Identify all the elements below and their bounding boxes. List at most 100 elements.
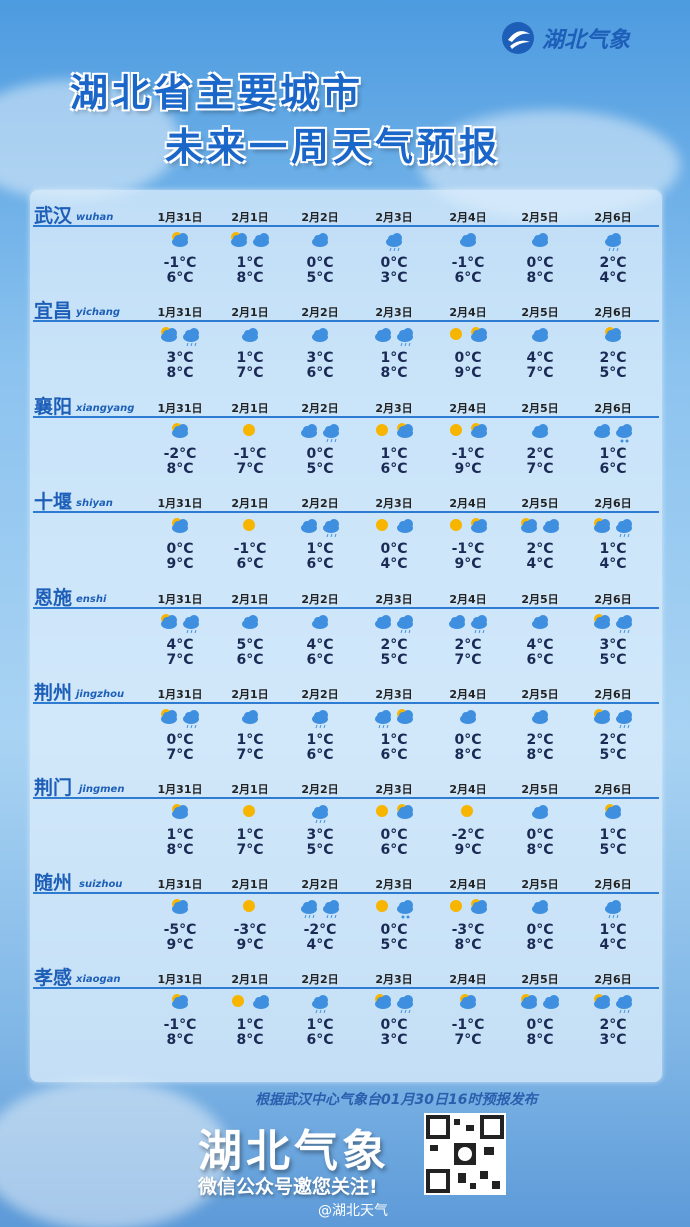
icon-shape bbox=[543, 519, 559, 533]
low-temp: 2°C bbox=[526, 446, 554, 462]
icon-shape bbox=[375, 710, 391, 729]
icon-shape bbox=[450, 900, 462, 912]
icon-shape bbox=[450, 328, 462, 340]
icon-shape bbox=[312, 995, 328, 1014]
high-temp: 6°C bbox=[236, 652, 264, 668]
date: 2月2日 bbox=[301, 402, 339, 415]
icon-shape bbox=[532, 615, 548, 629]
icon-shape bbox=[616, 710, 632, 729]
high-temp: 7°C bbox=[526, 461, 554, 477]
high-temp: 6°C bbox=[166, 270, 194, 286]
date: 2月1日 bbox=[231, 878, 269, 891]
high-temp: 7°C bbox=[236, 365, 264, 381]
icon-shape bbox=[397, 709, 413, 724]
date: 1月31日 bbox=[157, 402, 203, 415]
low-temp: 0°C bbox=[380, 541, 408, 557]
low-temp: 5°C bbox=[236, 637, 264, 653]
city-name: 宜昌 bbox=[34, 300, 73, 322]
date: 2月5日 bbox=[521, 688, 559, 701]
city-name: 恩施 bbox=[34, 587, 73, 609]
low-temp: 2°C bbox=[526, 541, 554, 557]
low-temp: 0°C bbox=[454, 350, 482, 366]
low-temp: -2°C bbox=[451, 827, 485, 843]
low-temp: -1°C bbox=[233, 541, 267, 557]
city-name: 荆州 bbox=[34, 682, 73, 704]
city-name: 荆门 bbox=[34, 777, 73, 799]
high-temp: 5°C bbox=[306, 842, 334, 858]
date: 2月1日 bbox=[231, 688, 269, 701]
icon-shape bbox=[532, 805, 548, 819]
city-pinyin: enshi bbox=[76, 594, 107, 605]
city-name: 孝感 bbox=[34, 967, 73, 989]
date: 1月31日 bbox=[157, 973, 203, 986]
icon-shape bbox=[312, 615, 328, 629]
icon-shape bbox=[376, 805, 388, 817]
divider bbox=[33, 987, 659, 989]
icon-shape bbox=[397, 900, 413, 919]
icon-shape bbox=[450, 519, 462, 531]
icon-shape bbox=[323, 519, 339, 538]
city-name: 武汉 bbox=[34, 205, 73, 227]
low-temp: 4°C bbox=[526, 350, 554, 366]
icon-shape bbox=[243, 900, 255, 912]
icon-shape bbox=[460, 233, 476, 247]
icon-shape bbox=[312, 328, 328, 342]
logo-icon bbox=[502, 22, 534, 54]
high-temp: 6°C bbox=[526, 652, 554, 668]
high-temp: 4°C bbox=[599, 937, 627, 953]
icon-shape bbox=[376, 900, 388, 912]
low-temp: 0°C bbox=[380, 922, 408, 938]
low-temp: 1°C bbox=[599, 446, 627, 462]
low-temp: 2°C bbox=[599, 255, 627, 271]
date: 2月2日 bbox=[301, 593, 339, 606]
icon-shape bbox=[605, 233, 621, 252]
high-temp: 8°C bbox=[526, 747, 554, 763]
date: 2月4日 bbox=[449, 878, 487, 891]
icon-shape bbox=[397, 995, 413, 1014]
icon-shape bbox=[183, 328, 199, 347]
low-temp: 0°C bbox=[380, 255, 408, 271]
icon-shape bbox=[312, 805, 328, 824]
date: 2月6日 bbox=[594, 973, 632, 986]
icon-shape bbox=[253, 233, 269, 247]
icon-shape bbox=[172, 518, 188, 533]
divider bbox=[33, 416, 659, 418]
high-temp: 9°C bbox=[166, 937, 194, 953]
icon-shape bbox=[323, 424, 339, 443]
high-temp: 8°C bbox=[526, 1032, 554, 1048]
date: 1月31日 bbox=[157, 593, 203, 606]
icon-shape bbox=[532, 710, 548, 724]
high-temp: 6°C bbox=[380, 842, 408, 858]
date: 2月4日 bbox=[449, 593, 487, 606]
low-temp: -1°C bbox=[451, 446, 485, 462]
icon-shape bbox=[243, 519, 255, 531]
date: 2月1日 bbox=[231, 211, 269, 224]
high-temp: 5°C bbox=[306, 270, 334, 286]
city-pinyin: jingzhou bbox=[76, 689, 125, 700]
icon-shape bbox=[397, 519, 413, 533]
low-temp: 1°C bbox=[306, 732, 334, 748]
high-temp: 6°C bbox=[236, 556, 264, 572]
high-temp: 8°C bbox=[526, 842, 554, 858]
icon-shape bbox=[397, 328, 413, 347]
icon-shape bbox=[183, 615, 199, 634]
icon-shape bbox=[375, 328, 391, 342]
date: 2月3日 bbox=[375, 402, 413, 415]
date: 2月6日 bbox=[594, 306, 632, 319]
icon-shape bbox=[521, 994, 537, 1009]
icon-shape bbox=[605, 804, 621, 819]
low-temp: -1°C bbox=[163, 1017, 197, 1033]
low-temp: 2°C bbox=[599, 350, 627, 366]
city-pinyin: wuhan bbox=[76, 212, 114, 223]
date: 2月2日 bbox=[301, 306, 339, 319]
icon-shape bbox=[460, 710, 476, 724]
low-temp: 0°C bbox=[166, 732, 194, 748]
date: 2月5日 bbox=[521, 306, 559, 319]
low-temp: 1°C bbox=[306, 1017, 334, 1033]
high-temp: 8°C bbox=[236, 1032, 264, 1048]
date: 2月1日 bbox=[231, 593, 269, 606]
icon-shape bbox=[616, 519, 632, 538]
watermark: @湖北天气 bbox=[318, 1203, 388, 1219]
date: 1月31日 bbox=[157, 497, 203, 510]
